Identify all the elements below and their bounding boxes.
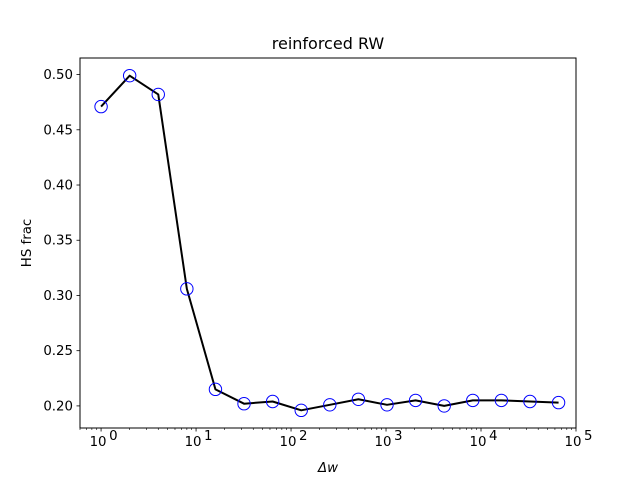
series	[94, 68, 566, 418]
data-point	[494, 393, 509, 408]
x-tick-base: 10	[565, 435, 582, 450]
data-point	[551, 395, 566, 410]
y-tick-label: 0.30	[43, 289, 73, 304]
y-tick-label: 0.35	[43, 234, 73, 249]
series-line	[100, 74, 559, 412]
data-point	[294, 403, 308, 418]
x-tick-base: 10	[280, 435, 297, 450]
x-tick-base: 10	[185, 435, 202, 450]
x-tick-exponent: 0	[109, 429, 117, 444]
data-point	[237, 397, 251, 411]
y-ticks: 0.20 0.25 0.30 0.35 0.40 0.45 0.50	[43, 68, 80, 414]
x-tick-base: 10	[90, 435, 107, 450]
y-tick-label: 0.45	[43, 123, 73, 138]
chart-title: reinforced RW	[272, 34, 385, 53]
x-tick-label: 10	[565, 435, 582, 450]
data-point	[208, 382, 223, 397]
y-axis-label: HS frac	[20, 219, 35, 267]
plot-frame	[79, 57, 577, 429]
y-tick-label: 0.25	[43, 344, 73, 359]
x-tick-base: 10	[375, 435, 392, 450]
data-point	[323, 398, 337, 412]
x-tick-exponent: 5	[584, 429, 592, 444]
x-tick-label: 10	[375, 435, 392, 450]
y-tick-label: 0.40	[43, 179, 73, 194]
x-tick-label: 10	[185, 435, 202, 450]
data-point	[351, 392, 366, 406]
data-point	[408, 393, 423, 408]
x-tick-exponent: 4	[489, 429, 497, 444]
x-tick-exponent: 1	[204, 429, 212, 444]
data-point	[265, 394, 280, 409]
x-tick-label: 10	[90, 435, 107, 450]
data-point	[380, 398, 394, 412]
data-point	[94, 99, 108, 114]
y-tick-label: 0.20	[43, 399, 73, 414]
x-tick-label: 10	[470, 435, 487, 450]
data-point	[180, 282, 194, 296]
data-point	[122, 68, 137, 83]
x-ticks: 10 0 10 1 10 2 10 3 10 4 10 5	[79, 428, 592, 450]
x-tick-label: 10	[280, 435, 297, 450]
data-point	[466, 393, 480, 408]
data-point	[523, 394, 537, 409]
x-tick-exponent: 3	[394, 429, 402, 444]
y-tick-label: 0.50	[43, 68, 73, 83]
data-point	[437, 399, 451, 413]
x-axis-label: Δw	[317, 461, 338, 476]
data-point	[151, 87, 165, 102]
x-tick-base: 10	[470, 435, 487, 450]
plot-background	[80, 58, 576, 428]
x-tick-exponent: 2	[299, 429, 307, 444]
